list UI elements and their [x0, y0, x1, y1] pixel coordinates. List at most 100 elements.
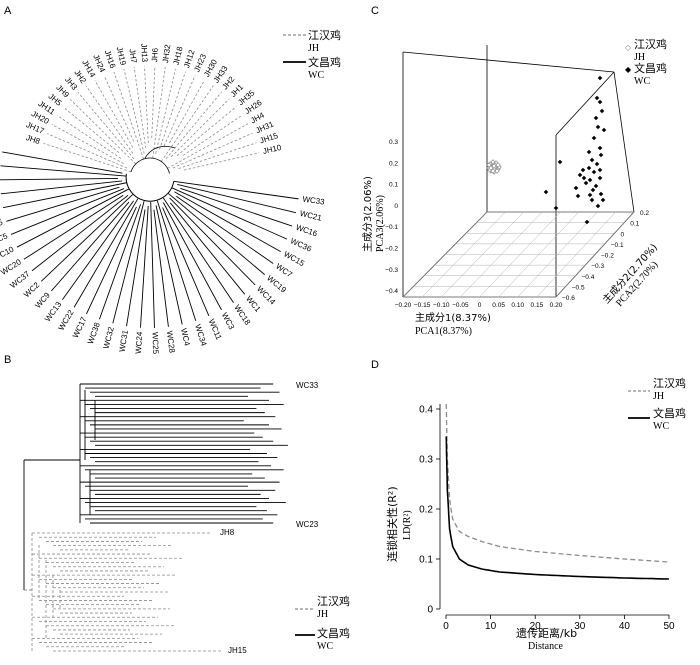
tree-a-jh-branch [159, 71, 186, 150]
tree-a-jh-branch [77, 92, 135, 160]
pca-point-jh [490, 159, 496, 165]
d-xlabel-en: Distance [528, 641, 564, 652]
pca-floor-grid [402, 211, 635, 298]
legend-wc-en: WC [634, 76, 650, 87]
pca-y-tick: 0 [621, 231, 625, 238]
tree-a-wc-label: WC3 [220, 311, 237, 331]
tree-a-wc-branch [112, 201, 145, 324]
tree-a-jh-branch [184, 152, 260, 171]
tree-a-jh-label: JH19 [115, 46, 128, 67]
tree-a-wc-branch [98, 204, 141, 320]
tree-a-wc-branch [16, 188, 129, 248]
tree-a-wc-branch [0, 165, 127, 177]
tree-a-wc-label: WC7 [274, 262, 294, 280]
tree-a-wc-branch [171, 187, 288, 240]
tree-a-jh-branch [63, 106, 120, 153]
tree-b-label-bottom-wc: WC23 [296, 520, 319, 529]
tree-a-wc-label: WC36 [289, 236, 313, 254]
rectangular-tree [23, 383, 288, 652]
tree-a-wc-label: WC2 [22, 280, 41, 299]
tree-a-jh-label: JH18 [172, 45, 185, 66]
pca-point-wc [597, 167, 603, 173]
tree-a-wc-branch [150, 201, 155, 328]
pca-3d-plot: −0.20 −0.15 −0.10 −0.05 0 0.05 0.10 0.15 0.200.3… [362, 37, 667, 337]
tree-a-wc-branch [73, 198, 139, 308]
pca-point-jh [495, 162, 501, 168]
tree-a-jh-branch [123, 68, 145, 154]
tree-a-wc-branch [180, 187, 293, 227]
tree-a-jh-branch [56, 115, 122, 159]
pca-point-jh [494, 168, 500, 174]
legend-wc-cn: 文昌鸡 [634, 61, 667, 75]
pca-y-tick: −0.4 [582, 274, 595, 281]
tree-a-jh-branch [113, 71, 144, 160]
pca-point-wc [600, 197, 606, 203]
tree-a-wc-branch [0, 180, 123, 195]
pca-point-jh [491, 163, 497, 169]
panel-label-d: D [371, 359, 379, 371]
pca-z-tick: −0.4 [385, 288, 398, 295]
tree-a-jh-branch [43, 143, 132, 173]
pca-z-tick: −0.1 [385, 224, 398, 231]
legend-wc-en: WC [308, 70, 324, 81]
tree-a-wc-label: WC21 [299, 209, 323, 223]
tree-a-jh-label: JH7 [127, 48, 138, 64]
d-ticks: 0 10 20 30 40 50 0 0.1 0.2 0.3 0.4 [419, 405, 675, 633]
pca-point-wc [557, 159, 563, 165]
pca-point-jh [488, 165, 494, 171]
legend-c: ◇ 江汉鸡 JH ◆ 文昌鸡 WC [625, 37, 667, 87]
pca-point-wc [584, 219, 590, 225]
tree-a-wc-branch [162, 197, 234, 303]
panel-label-c: C [371, 5, 379, 17]
pca-point-wc [595, 203, 601, 209]
d-ylabel-cn: 连锁相关性(R²) [385, 486, 399, 562]
tree-a-jh-branch [51, 123, 124, 164]
d-x-tick-label: 30 [574, 621, 586, 632]
pca-point-wc [590, 187, 596, 193]
pca-z-tick: 0.1 [389, 182, 398, 189]
d-y-tick-label: 0.1 [419, 555, 433, 566]
pca-point-wc [591, 135, 597, 141]
pca-points [486, 75, 607, 225]
tree-a-jh-branch [144, 66, 149, 144]
ld-decay-chart: 0 10 20 30 40 50 0 0.1 0.2 0.3 0.4 遗传距离/kb Distanc… [385, 376, 686, 652]
pca-x-tick: −0.05 [452, 302, 469, 309]
d-xlabel-cn: 遗传距离/kb [516, 626, 577, 640]
tree-a-jh-label: JH13 [139, 43, 149, 63]
tree-a-jh-label: JH32 [161, 43, 173, 63]
tree-a-jh-branch [69, 99, 137, 165]
tree-a-jh-branch [160, 85, 214, 162]
tree-a-wc-branch [169, 202, 246, 295]
tree-a-jh-branch [176, 106, 237, 156]
tree-a-jh-branch [165, 91, 222, 160]
pca-point-wc [580, 167, 586, 173]
tree-a-jh-branch [167, 123, 249, 169]
tree-a-wc-label: WC5 [0, 231, 9, 246]
series-jh-line [445, 403, 670, 563]
box-edge [402, 51, 615, 73]
pca-xlabel-cn: 主成分1(8.37%) [415, 312, 491, 324]
pca-point-wc [575, 193, 581, 199]
tree-a-wc-label: WC11 [207, 318, 224, 342]
legend-jh-cn: 江汉鸡 [317, 594, 350, 608]
pca-point-wc [597, 75, 603, 81]
series-wc-line [445, 436, 670, 580]
tree-a-wc-branch [61, 200, 135, 300]
pca-z-tick: 0 [394, 203, 398, 210]
pca-y-tick: 0.1 [630, 221, 639, 228]
tree-a-arc [130, 157, 170, 174]
tree-a-wc-branch [0, 177, 119, 181]
tree-a-wc-label: WC28 [165, 330, 177, 354]
tree-a-wc-label: WC9 [33, 290, 52, 310]
tree-b-label-bottom-jh: JH15 [228, 646, 247, 655]
pca-point-jh [490, 168, 496, 174]
pca-point-wc [587, 177, 593, 183]
legend-jh-en: JH [634, 52, 645, 63]
tree-a-wc-label: WC38 [86, 321, 102, 345]
tree-b-label-top-wc: WC33 [296, 381, 319, 390]
pca-point-wc [597, 99, 603, 105]
d-y-tick-label: 0.2 [419, 505, 433, 516]
pca-point-wc [553, 205, 559, 211]
tree-a-wc-label: WC34 [193, 323, 209, 347]
